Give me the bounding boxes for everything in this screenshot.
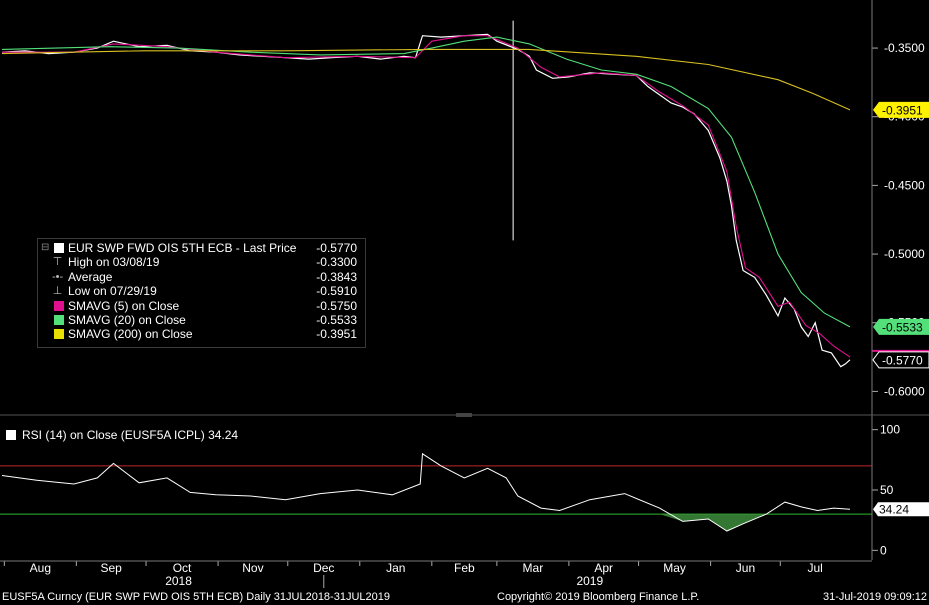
x-month-label: May [663,561,686,575]
rsi-swatch [6,430,16,440]
x-month-label: Aug [30,561,51,575]
sma20-line [1,36,851,328]
last-price-swatch [54,243,64,253]
x-month-label: Oct [173,561,192,575]
legend-row: ⊤ High on 03/08/19 -0.3300 [38,255,365,269]
legend-label: High on 03/08/19 [68,255,160,270]
price-panel: -0.3500-0.4000-0.4500-0.5000-0.5500-0.60… [1,20,929,398]
tag-label: -0.5770 [882,353,923,367]
legend-label: Average [68,269,113,284]
rsi-legend-label: RSI (14) on Close (EUSF5A ICPL) 34.24 [22,428,239,442]
legend-label: Low on 07/29/19 [68,284,157,299]
legend-row: SMAVG (5) on Close -0.5750 [38,299,365,313]
tag-shape [873,101,929,118]
x-year-label: 2019 [576,574,603,588]
legend-value: -0.5750 [316,298,357,313]
footer-timestamp: 31-Jul-2019 09:09:12 [823,591,927,603]
tag-label: -0.3951 [882,103,923,117]
sma200-line [1,48,851,111]
rsi-legend: RSI (14) on Close (EUSF5A ICPL) 34.24 [6,428,238,442]
rsi-tag-shape [873,502,929,517]
rsi-y-tick-label: 100 [880,423,900,437]
legend-value: -0.5533 [316,312,357,327]
footer-copyright: Copyright© 2019 Bloomberg Finance L.P. [497,591,700,603]
x-month-label: Nov [242,561,263,575]
legend-title-value: -0.5770 [316,241,357,255]
legend-row: SMAVG (20) on Close -0.5533 [38,313,365,327]
panel-resize-handle [456,413,472,417]
legend-glyph: -•- [52,270,64,283]
last-value-tag: -0.5533 [873,318,929,335]
legend-value: -0.3951 [316,327,357,342]
legend-row: ⊥ Low on 07/29/19 -0.5910 [38,284,365,298]
legend-title: EUR SWP FWD OIS 5TH ECB - Last Price [68,241,297,255]
x-year-label: 2018 [165,574,192,588]
legend-row: SMAVG (200) on Close -0.3951 [38,327,365,341]
footer-bar: EUSF5A Curncy (EUR SWP FWD OIS 5TH ECB) … [0,590,929,605]
x-month-label: Jun [736,561,755,575]
price-y-tick-label: -0.4500 [884,178,925,192]
tag-shape [872,351,929,369]
legend-glyph: ⊤ [52,256,63,269]
rsi-y-tick-label: 50 [880,483,894,497]
legend-value: -0.3843 [316,269,357,284]
x-month-label: Sep [101,561,123,575]
legend-swatch [54,300,64,311]
price-y-tick-label: -0.3500 [884,41,925,55]
legend-swatch [54,329,64,340]
sma5-line [2,35,851,358]
legend-glyph: ⊥ [52,285,63,298]
legend-label: SMAVG (20) on Close [68,312,186,327]
x-axis: Aug Sep Oct Nov Dec Jan Feb Mar Apr May Jun Jul 2018… [3,561,823,588]
rsi-panel: 0 50 100 34.24 [0,423,929,557]
legend-label: SMAVG (200) on Close [68,327,193,342]
x-month-label: Feb [454,561,475,575]
tag-shape [873,318,929,335]
x-month-label: Jul [807,561,822,575]
price-y-tick-label: -0.6000 [884,384,925,398]
legend-value: -0.5910 [316,284,357,299]
x-month-label: Apr [594,561,613,575]
footer-security: EUSF5A Curncy (EUR SWP FWD OIS 5TH ECB) … [2,591,390,603]
x-month-label: Jan [386,561,405,575]
rsi-line [1,452,851,532]
price-y-tick-label: -0.5000 [884,247,925,261]
legend-row: -•- Average -0.3843 [38,270,365,284]
collapse-icon[interactable]: ⊟ [41,242,50,253]
last-value-tag: -0.3951 [873,101,929,118]
price-legend: ⊟ EUR SWP FWD OIS 5TH ECB - Last Price -… [37,238,366,348]
last-value-tag: -0.5770 [872,349,929,369]
legend-label: SMAVG (5) on Close [68,298,180,313]
legend-swatch [54,314,64,325]
tag-label: -0.5533 [882,320,923,334]
x-month-label: Dec [313,561,334,575]
legend-title-row: ⊟ EUR SWP FWD OIS 5TH ECB - Last Price -… [38,241,365,255]
rsi-tag-label: 34.24 [879,502,909,516]
x-month-label: Mar [523,561,544,575]
legend-value: -0.3300 [316,255,357,270]
rsi-y-tick-label: 0 [880,543,887,557]
